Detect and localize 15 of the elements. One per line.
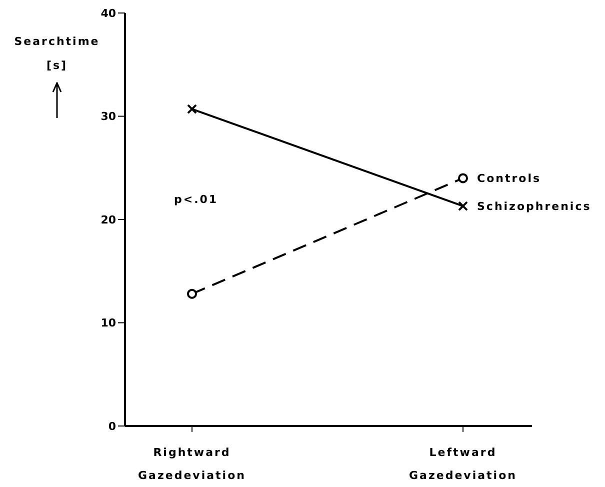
y-tick-label: 30 bbox=[100, 110, 116, 124]
y-tick-label: 10 bbox=[100, 316, 116, 330]
y-tick-label: 20 bbox=[100, 213, 116, 226]
y-tick-label: 40 bbox=[100, 6, 116, 20]
x-tick-label: Leftward Gazedeviation bbox=[409, 446, 517, 482]
point bbox=[187, 104, 197, 114]
point bbox=[458, 173, 468, 184]
annotation: p<.01 bbox=[174, 193, 218, 206]
y-tick-label: 0 bbox=[108, 420, 116, 433]
x-tick-label: Rightward Gazedeviation bbox=[138, 446, 246, 482]
point bbox=[458, 201, 468, 212]
point bbox=[187, 288, 197, 299]
series-label: Schizophrenics bbox=[477, 200, 592, 214]
y-axis-title: Searchtime [s] bbox=[13, 34, 101, 74]
series-label: Controls bbox=[477, 172, 542, 186]
